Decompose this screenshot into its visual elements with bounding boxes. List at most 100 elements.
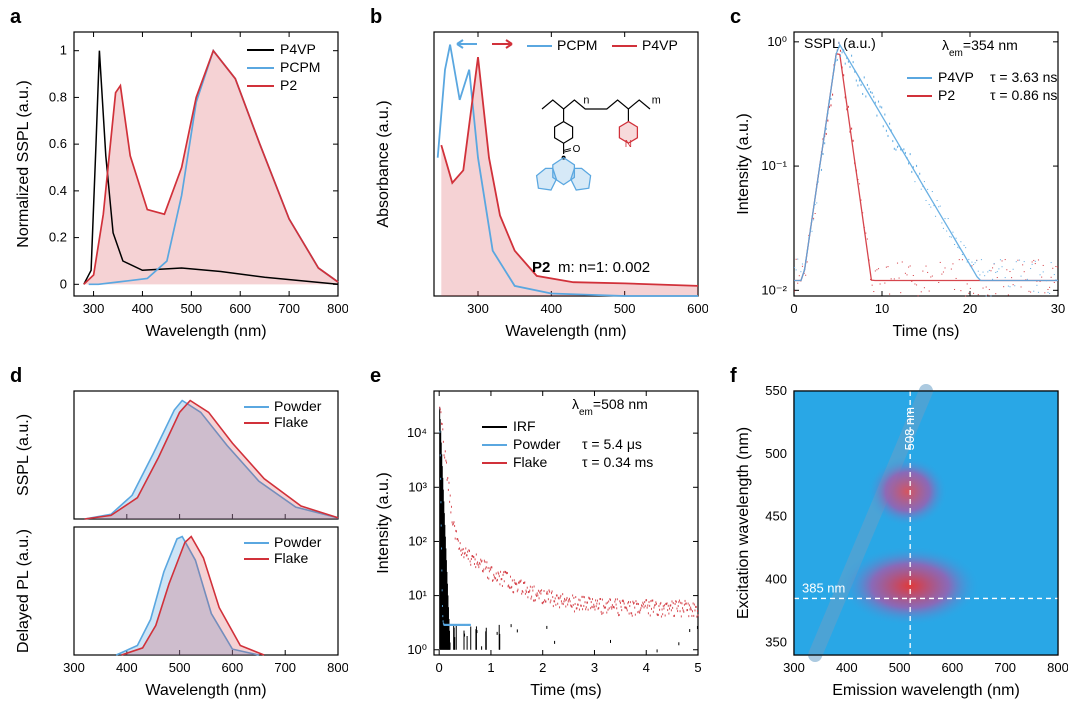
svg-text:700: 700 [274,660,296,675]
svg-text:P4VP: P4VP [642,37,678,53]
svg-text:PCPM: PCPM [280,59,320,75]
svg-text:600: 600 [942,660,964,675]
svg-text:800: 800 [1047,660,1068,675]
svg-text:500: 500 [614,301,636,316]
svg-text:Wavelength (nm): Wavelength (nm) [505,323,626,340]
svg-text:0.6: 0.6 [49,136,67,151]
panel-b-label: b [370,6,382,29]
svg-text:10²: 10² [408,533,427,548]
svg-text:τ = 0.34 ms: τ = 0.34 ms [582,454,653,470]
plot-b: 300400500600Wavelength (nm)Absorbance (a… [372,10,708,348]
svg-text:τ = 3.63 ns: τ = 3.63 ns [990,69,1057,85]
svg-text:500: 500 [180,301,202,316]
svg-text:400: 400 [836,660,858,675]
svg-text:1: 1 [487,660,494,675]
svg-text:30: 30 [1051,301,1065,316]
svg-text:Wavelength (nm): Wavelength (nm) [145,682,266,699]
svg-text:λem=354 nm: λem=354 nm [942,37,1018,59]
svg-text:385 nm: 385 nm [802,580,845,595]
svg-text:P2: P2 [532,259,550,276]
svg-text:λem=508 nm: λem=508 nm [572,396,648,418]
panel-d-label: d [10,365,22,388]
plot-f: 300400500600700800350400450500550Emissio… [732,369,1068,707]
svg-text:500: 500 [765,445,787,460]
svg-text:0: 0 [436,660,443,675]
svg-text:5: 5 [694,660,701,675]
svg-text:Intensity (a.u.): Intensity (a.u.) [375,472,392,573]
svg-text:N: N [625,139,632,150]
svg-text:400: 400 [116,660,138,675]
svg-text:300: 300 [83,301,105,316]
svg-text:τ = 5.4 μs: τ = 5.4 μs [582,436,642,452]
svg-text:550: 550 [765,383,787,398]
svg-text:Normalized SSPL (a.u.): Normalized SSPL (a.u.) [15,80,32,247]
svg-text:700: 700 [278,301,300,316]
svg-text:0.8: 0.8 [49,89,67,104]
svg-text:2: 2 [539,660,546,675]
svg-text:10⁴: 10⁴ [407,425,427,440]
svg-text:PCPM: PCPM [557,37,597,53]
svg-text:Powder: Powder [274,398,322,414]
plot-d: 300 400 500 600 700 800 Wavelength (nm) SSPL (a… [12,369,348,707]
plot-a: 30040050060070080000.20.40.60.81Waveleng… [12,10,348,348]
panel-c-label: c [730,6,741,29]
svg-text:10⁰: 10⁰ [407,641,427,656]
svg-text:4: 4 [643,660,650,675]
panel-a: a 30040050060070080000.20.40.60.81Wavele… [0,0,360,359]
svg-text:350: 350 [765,634,787,649]
svg-text:600: 600 [687,301,708,316]
svg-text:P2: P2 [280,77,297,93]
svg-text:O: O [573,144,581,155]
plot-e: 01234510⁰10¹10²10³10⁴Time (ms)Intensity … [372,369,708,707]
svg-text:SSPL (a.u.): SSPL (a.u.) [15,413,32,495]
svg-text:20: 20 [963,301,977,316]
svg-text:10¹: 10¹ [408,587,427,602]
svg-text:Delayed PL (a.u.): Delayed PL (a.u.) [15,529,32,653]
svg-text:0.2: 0.2 [49,230,67,245]
svg-text:Emission wavelength (nm): Emission wavelength (nm) [832,682,1020,699]
svg-text:Time (ns): Time (ns) [893,323,960,340]
svg-text:508 nm: 508 nm [902,407,917,450]
svg-text:700: 700 [994,660,1016,675]
svg-text:P4VP: P4VP [280,41,316,57]
svg-text:0: 0 [790,301,797,316]
svg-text:Absorbance (a.u.): Absorbance (a.u.) [375,100,392,227]
svg-text:400: 400 [132,301,154,316]
svg-text:10⁻²: 10⁻² [761,282,787,297]
svg-text:Powder: Powder [513,436,561,452]
svg-text:3: 3 [591,660,598,675]
svg-text:n: n [583,95,589,107]
panel-c: c 0 10 20 30 10⁻² 10⁻¹ 10⁰ Time (ns) Intensity (… [720,0,1080,359]
svg-text:10: 10 [875,301,889,316]
svg-text:P4VP: P4VP [938,69,974,85]
svg-text:Flake: Flake [513,454,547,470]
svg-text:Flake: Flake [274,414,308,430]
svg-text:IRF: IRF [513,418,536,434]
svg-text:m: n=1: 0.002: m: n=1: 0.002 [558,259,650,276]
panel-e-label: e [370,365,381,388]
svg-text:300: 300 [783,660,805,675]
svg-text:0.4: 0.4 [49,183,67,198]
svg-text:Intensity (a.u.): Intensity (a.u.) [735,113,752,214]
svg-text:600: 600 [222,660,244,675]
svg-text:Time (ms): Time (ms) [530,682,601,699]
svg-text:Excitation wavelength (nm): Excitation wavelength (nm) [735,426,752,618]
svg-text:600: 600 [229,301,251,316]
panel-d: d 300 400 500 600 700 800 Wavelength (nm) SSPL … [0,359,360,717]
svg-text:800: 800 [327,301,348,316]
svg-text:0: 0 [60,276,67,291]
plot-c: 0 10 20 30 10⁻² 10⁻¹ 10⁰ Time (ns) Intensity (a.… [732,10,1068,348]
svg-text:450: 450 [765,508,787,523]
svg-text:10⁰: 10⁰ [767,34,787,49]
svg-text:10⁻¹: 10⁻¹ [761,158,787,173]
panel-f-label: f [730,365,737,388]
svg-text:Flake: Flake [274,550,308,566]
panel-b: b 300400500600Wavelength (nm)Absorbance … [360,0,720,359]
svg-text:500: 500 [169,660,191,675]
panel-e: e 01234510⁰10¹10²10³10⁴Time (ms)Intensit… [360,359,720,717]
svg-text:500: 500 [889,660,911,675]
svg-text:300: 300 [63,660,85,675]
svg-text:800: 800 [327,660,348,675]
panel-f: f 300400500600700800350400450500550Emiss… [720,359,1080,717]
svg-text:300: 300 [467,301,489,316]
